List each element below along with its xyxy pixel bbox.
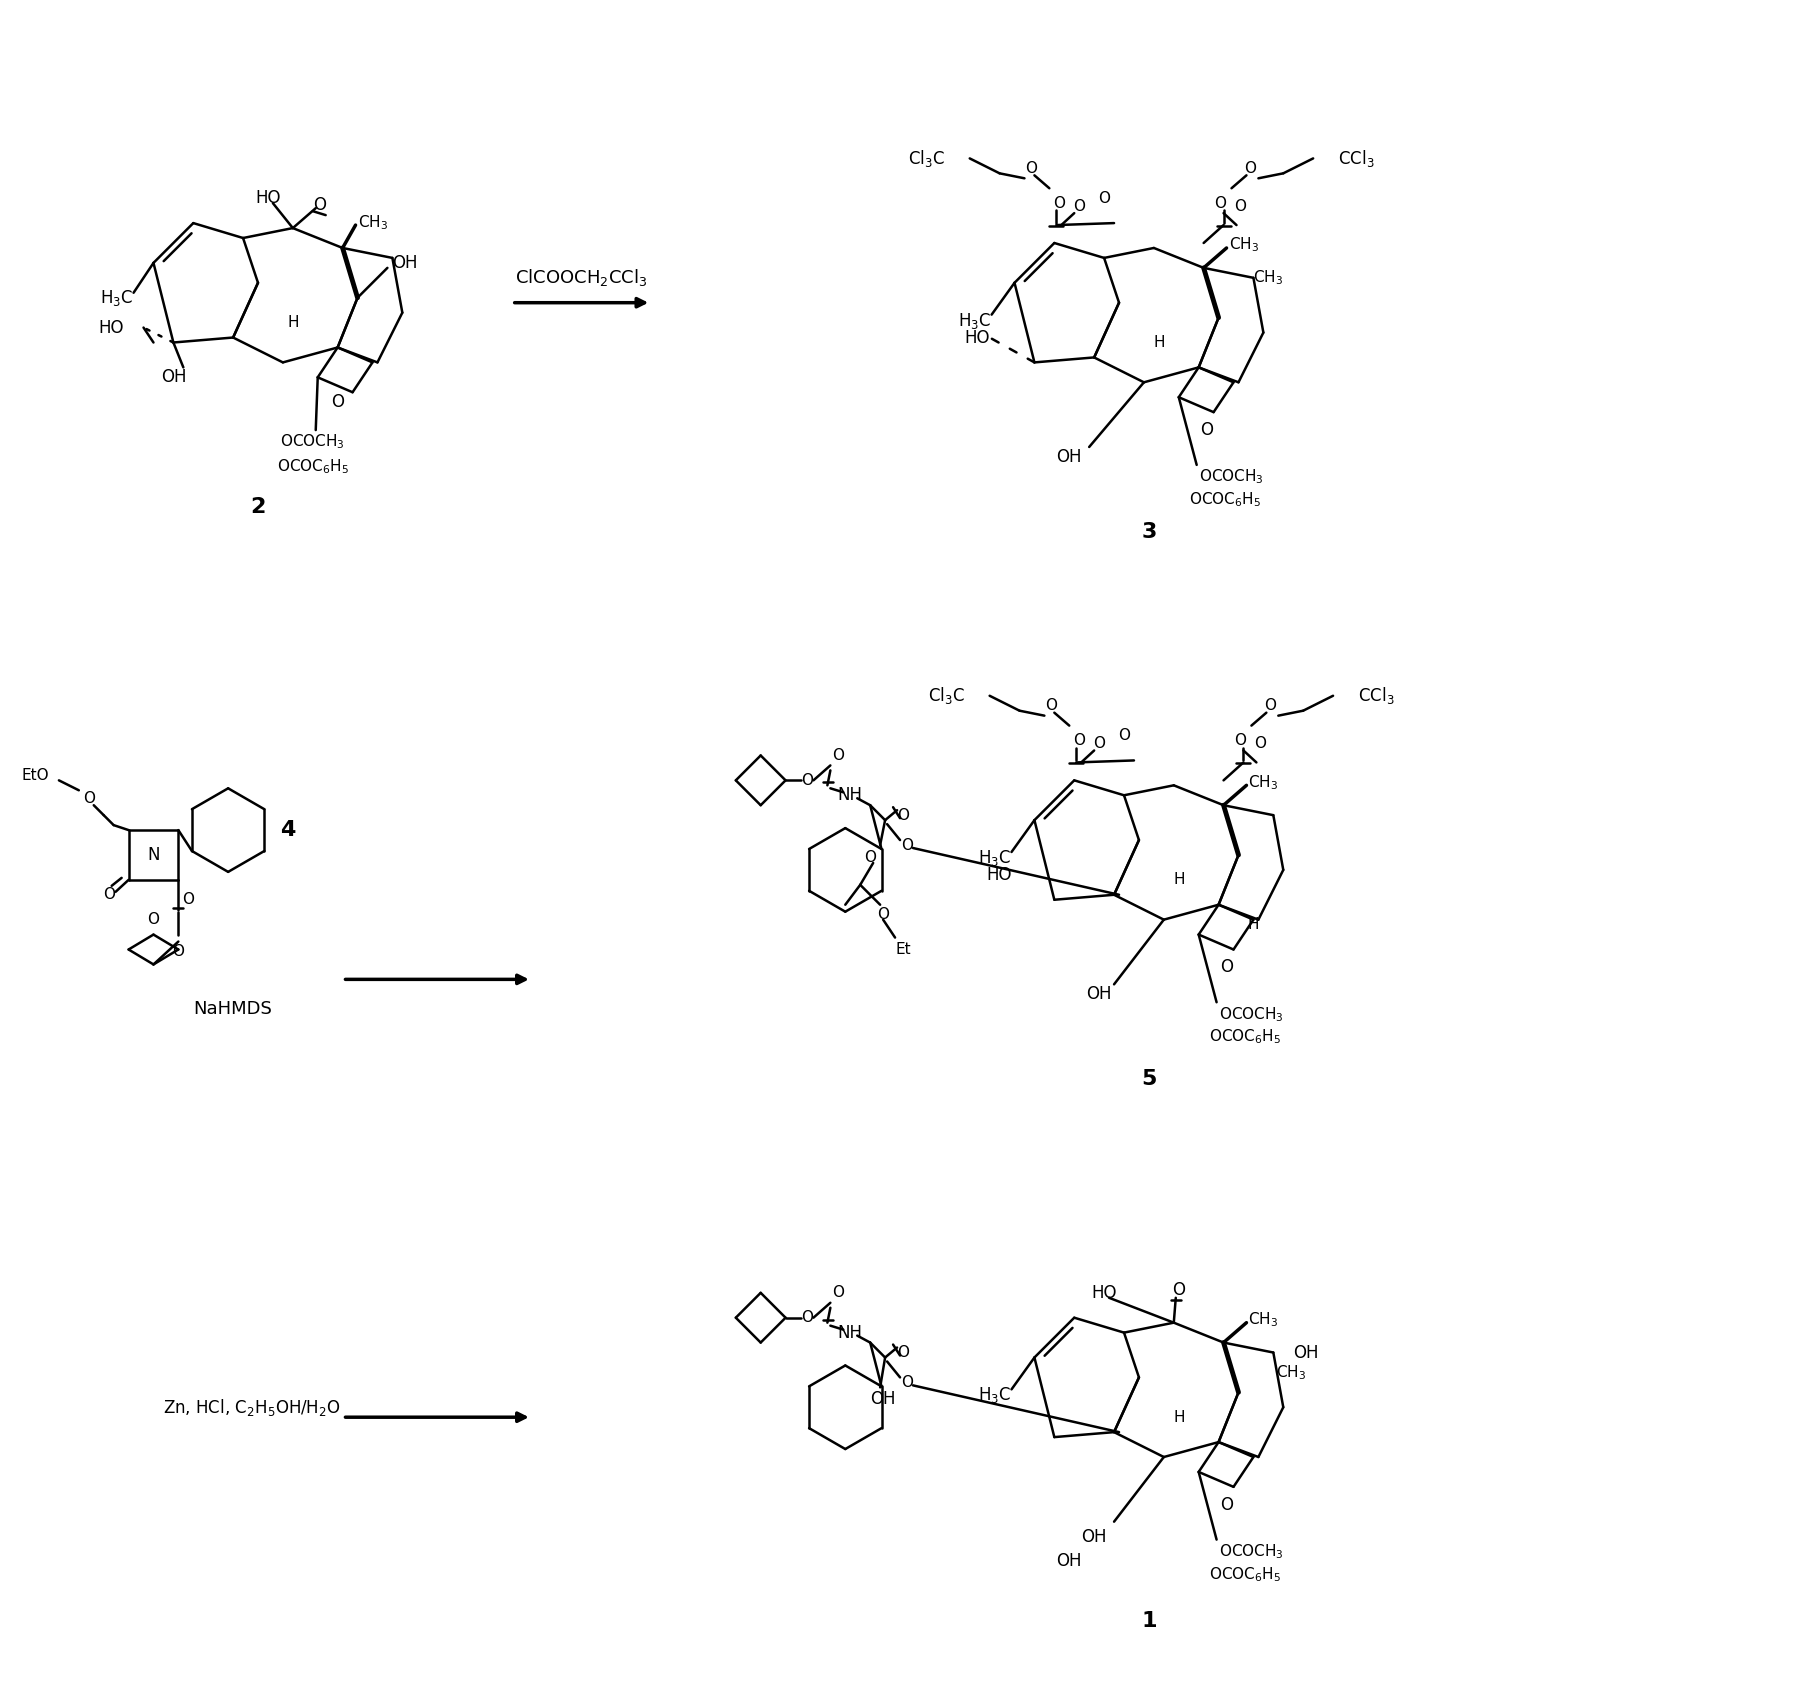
- Text: O: O: [331, 393, 344, 411]
- Text: O: O: [1219, 1496, 1232, 1513]
- Text: HO: HO: [1092, 1284, 1117, 1302]
- Text: O: O: [1025, 162, 1037, 175]
- Text: OCOCH$_3$: OCOCH$_3$: [1219, 1005, 1283, 1023]
- Text: OCOC$_6$H$_5$: OCOC$_6$H$_5$: [1208, 1028, 1281, 1047]
- Text: OCOC$_6$H$_5$: OCOC$_6$H$_5$: [1208, 1566, 1281, 1584]
- Text: OH: OH: [393, 253, 419, 272]
- Text: OH: OH: [1081, 1528, 1107, 1545]
- Text: O: O: [1234, 733, 1247, 748]
- Text: O: O: [1214, 196, 1227, 211]
- Text: O: O: [1074, 733, 1085, 748]
- Text: CCl$_3$: CCl$_3$: [1358, 685, 1394, 706]
- Text: HO: HO: [986, 865, 1012, 884]
- Text: O: O: [801, 1311, 814, 1326]
- Text: OH: OH: [870, 1391, 895, 1408]
- Text: NH: NH: [837, 787, 863, 804]
- Text: H: H: [1174, 1409, 1185, 1425]
- Text: O: O: [1245, 162, 1256, 175]
- Text: 5: 5: [1141, 1069, 1156, 1090]
- Text: O: O: [901, 1375, 914, 1391]
- Text: CH$_3$: CH$_3$: [1249, 774, 1279, 792]
- Text: H$_3$C: H$_3$C: [979, 848, 1012, 869]
- Text: O: O: [1234, 199, 1247, 214]
- Text: H$_3$C: H$_3$C: [979, 1386, 1012, 1406]
- Text: HO: HO: [98, 318, 124, 337]
- Text: OH: OH: [1294, 1343, 1320, 1362]
- Text: O: O: [1045, 699, 1057, 714]
- Text: Cl$_3$C: Cl$_3$C: [928, 685, 965, 706]
- Text: CH$_3$: CH$_3$: [1228, 236, 1259, 255]
- Text: OH: OH: [1057, 1552, 1083, 1571]
- Text: O: O: [1097, 190, 1110, 206]
- Text: O: O: [1094, 736, 1105, 751]
- Text: O: O: [864, 850, 875, 865]
- Text: O: O: [897, 808, 908, 823]
- Text: O: O: [147, 913, 160, 927]
- Text: O: O: [901, 838, 914, 852]
- Text: OCOCH$_3$: OCOCH$_3$: [1199, 468, 1263, 486]
- Text: NH: NH: [837, 1324, 863, 1341]
- Text: HO: HO: [255, 189, 280, 207]
- Text: O: O: [877, 908, 890, 921]
- Text: CH$_3$: CH$_3$: [1249, 1311, 1279, 1329]
- Text: O: O: [102, 887, 115, 903]
- Text: H: H: [1174, 872, 1185, 887]
- Text: Zn, HCl, C$_2$H$_5$OH/H$_2$O: Zn, HCl, C$_2$H$_5$OH/H$_2$O: [164, 1397, 340, 1418]
- Text: 1: 1: [1141, 1612, 1158, 1632]
- Text: Cl$_3$C: Cl$_3$C: [908, 148, 945, 168]
- Text: OH: OH: [1087, 986, 1112, 1003]
- Text: 2: 2: [251, 496, 266, 517]
- Text: OCOC$_6$H$_5$: OCOC$_6$H$_5$: [277, 457, 349, 476]
- Text: ClCOOCH$_2$CCl$_3$: ClCOOCH$_2$CCl$_3$: [515, 267, 648, 289]
- Text: O: O: [1054, 196, 1065, 211]
- Text: O: O: [1254, 736, 1267, 751]
- Text: O: O: [1117, 728, 1130, 743]
- Text: O: O: [182, 892, 195, 908]
- Text: O: O: [1074, 199, 1085, 214]
- Text: EtO: EtO: [22, 768, 49, 784]
- Text: O: O: [1265, 699, 1276, 714]
- Text: OCOC$_6$H$_5$: OCOC$_6$H$_5$: [1188, 490, 1261, 508]
- Text: H$_3$C: H$_3$C: [959, 311, 992, 330]
- Text: CCl$_3$: CCl$_3$: [1338, 148, 1374, 168]
- Text: 3: 3: [1141, 522, 1156, 542]
- Text: HO: HO: [965, 328, 990, 347]
- Text: O: O: [1172, 1280, 1185, 1299]
- Text: O: O: [801, 774, 814, 787]
- Text: O: O: [1199, 422, 1214, 439]
- Text: CH$_3$: CH$_3$: [1254, 269, 1283, 287]
- Text: NaHMDS: NaHMDS: [193, 1000, 273, 1018]
- Text: Et: Et: [895, 942, 910, 957]
- Text: H: H: [1154, 335, 1165, 350]
- Text: O: O: [1219, 959, 1232, 976]
- Text: O: O: [832, 1285, 844, 1300]
- Text: O: O: [832, 748, 844, 763]
- Text: N: N: [147, 847, 160, 864]
- Text: OH: OH: [1057, 447, 1083, 466]
- Text: OCOCH$_3$: OCOCH$_3$: [1219, 1542, 1283, 1561]
- Text: OH: OH: [160, 369, 186, 386]
- Text: O: O: [82, 790, 95, 806]
- Text: H: H: [288, 314, 298, 330]
- Text: 4: 4: [280, 819, 295, 840]
- Text: CH$_3$: CH$_3$: [357, 214, 388, 233]
- Text: CH$_3$: CH$_3$: [1276, 1363, 1307, 1382]
- Text: H$_3$C: H$_3$C: [100, 287, 133, 308]
- Text: H: H: [1249, 916, 1259, 932]
- Text: O: O: [897, 1345, 908, 1360]
- Text: O: O: [173, 944, 184, 959]
- Text: OCOCH$_3$: OCOCH$_3$: [280, 434, 346, 452]
- Text: O: O: [313, 196, 326, 214]
